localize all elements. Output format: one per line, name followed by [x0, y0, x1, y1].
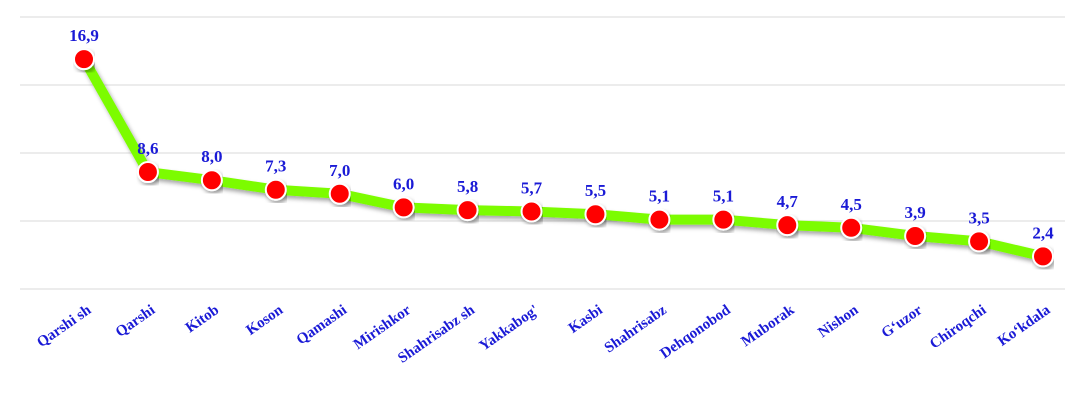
- value-label: 3,9: [905, 203, 926, 222]
- value-label: 5,1: [713, 187, 734, 206]
- marker: [968, 230, 991, 253]
- x-tick-label: Chiroqchi: [927, 302, 989, 352]
- marker: [392, 196, 415, 219]
- marker: [840, 216, 863, 239]
- marker: [328, 182, 351, 205]
- x-tick-label: Yakkabog': [477, 302, 542, 354]
- value-label: 5,5: [585, 181, 606, 200]
- value-label: 5,7: [521, 178, 543, 197]
- marker: [584, 203, 607, 226]
- marker: [904, 224, 927, 247]
- x-tick-label: Muborak: [739, 302, 799, 350]
- marker: [712, 208, 735, 231]
- value-label: 2,4: [1032, 223, 1054, 242]
- x-tick-label: Qarshi sh: [34, 302, 95, 351]
- marker: [264, 178, 287, 201]
- x-tick-label: Dehqonobod: [658, 302, 735, 362]
- value-label: 5,8: [457, 177, 478, 196]
- value-label: 7,0: [329, 161, 350, 180]
- x-tick-label: Qarshi: [113, 302, 158, 340]
- marker: [73, 48, 95, 71]
- marker: [456, 199, 479, 222]
- value-label: 8,0: [201, 147, 222, 166]
- marker: [1032, 245, 1054, 268]
- x-tick-label: Ko‘kdala: [995, 302, 1054, 350]
- x-tick-label: Nishon: [815, 302, 862, 341]
- marker: [200, 169, 223, 192]
- x-tick-label: Kitob: [183, 302, 222, 336]
- value-label: 5,1: [649, 187, 670, 206]
- marker: [520, 200, 543, 223]
- value-label: 3,5: [968, 208, 989, 227]
- value-label: 16,9: [69, 26, 99, 45]
- value-label: 6,0: [393, 174, 414, 193]
- x-tick-label: Mirishkor: [351, 302, 414, 353]
- marker: [136, 161, 159, 184]
- x-tick-label: Koson: [243, 302, 286, 339]
- x-tick-label: G‘uzor: [879, 302, 926, 342]
- value-label: 4,7: [777, 192, 799, 211]
- value-label: 8,6: [137, 139, 158, 158]
- line: [79, 54, 1048, 262]
- value-label: 4,5: [841, 195, 862, 214]
- x-tick-label: Qamashi: [294, 302, 350, 348]
- marker: [776, 214, 799, 237]
- marker: [648, 208, 671, 231]
- x-tick-label: Kasbi: [566, 302, 606, 337]
- value-label: 7,3: [265, 157, 286, 176]
